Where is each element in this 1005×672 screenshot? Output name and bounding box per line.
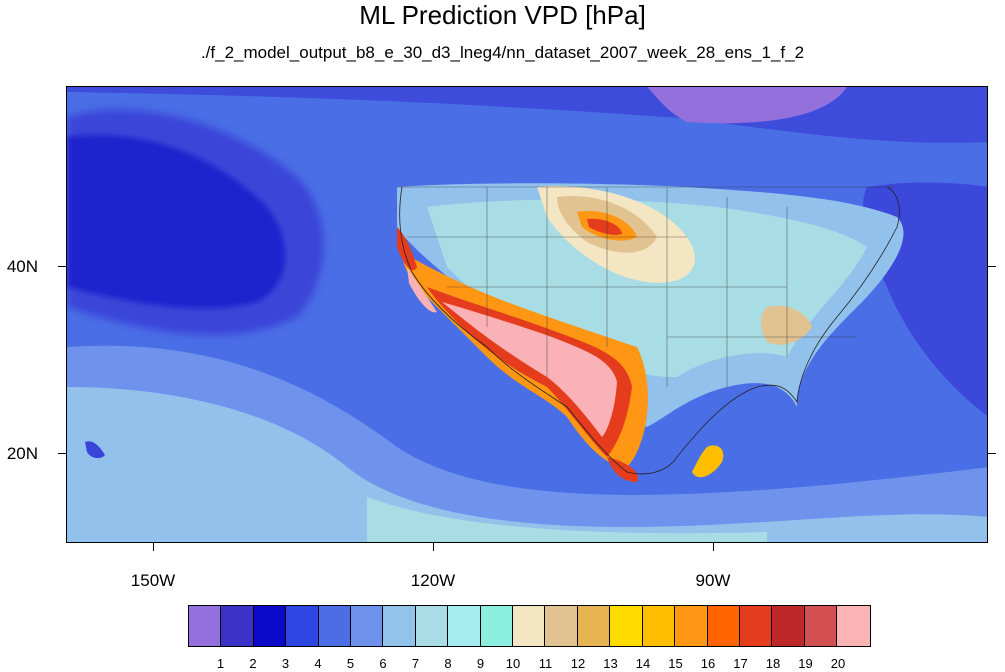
colorbar-swatch [772,606,805,646]
colorbar-label: 9 [476,656,485,671]
state-borders [397,186,897,387]
colorbar-swatch [253,606,287,646]
colorbar-label: 5 [346,656,355,671]
colorbar-label: 7 [411,656,420,671]
colorbar-swatch [221,606,254,646]
colorbar-swatch [351,606,384,646]
colorbar-swatch [383,606,416,646]
lon-tick-90w [713,543,714,551]
lon-tick-120w [433,543,434,551]
colorbar-label: 8 [444,656,452,671]
colorbar-label: 1 [216,656,225,671]
colorbar-label: 2 [249,656,257,671]
lon-label-150w: 150W [130,571,176,590]
colorbar-swatch [837,606,870,646]
colorbar-swatch [189,606,222,646]
colorbar-label: 10 [505,656,521,671]
lat-tick-20n [58,453,66,454]
colorbar-swatch [415,606,449,646]
colorbar-swatch [480,606,514,646]
map-title: ML Prediction VPD [hPa] [359,0,646,30]
colorbar-label: 12 [570,656,586,671]
colorbar-swatch [318,606,352,646]
colorbar [188,605,871,647]
lon-label-90w: 90W [695,571,731,590]
colorbar-swatch [545,606,578,646]
colorbar-label: 3 [281,656,290,671]
colorbar-label: 6 [379,656,387,671]
colorbar-label: 14 [635,656,651,671]
lon-label-120w: 120W [410,571,456,590]
colorbar-label: 11 [538,656,553,671]
colorbar-label: 15 [668,656,683,671]
colorbar-swatch [804,606,838,646]
colorbar-swatch [286,606,319,646]
lat-tick-20n-right [988,453,996,454]
lat-tick-40n-right [988,266,996,267]
colorbar-swatch [513,606,546,646]
colorbar-label: 17 [733,656,748,671]
colorbar-swatch [610,606,643,646]
lat-label-20n: 20N [6,444,38,463]
lat-tick-40n [58,266,66,267]
coastline [399,186,900,475]
colorbar-label: 18 [765,656,781,671]
vpd-field [67,87,987,542]
colorbar-label: 13 [603,656,618,671]
colorbar-swatch [642,606,676,646]
colorbar-label: 20 [830,656,846,671]
colorbar-label: 19 [798,656,813,671]
map-subtitle: ./f_2_model_output_b8_e_30_d3_lneg4/nn_d… [200,43,805,62]
colorbar-swatch [448,606,481,646]
lon-tick-150w [153,543,154,551]
colorbar-label: 4 [314,656,322,671]
colorbar-swatch [577,606,611,646]
vpd-map [66,86,988,543]
colorbar-label: 16 [700,656,716,671]
colorbar-swatch [675,606,708,646]
colorbar-swatch [707,606,740,646]
colorbar-swatch [739,606,773,646]
lat-label-40n: 40N [6,257,38,276]
